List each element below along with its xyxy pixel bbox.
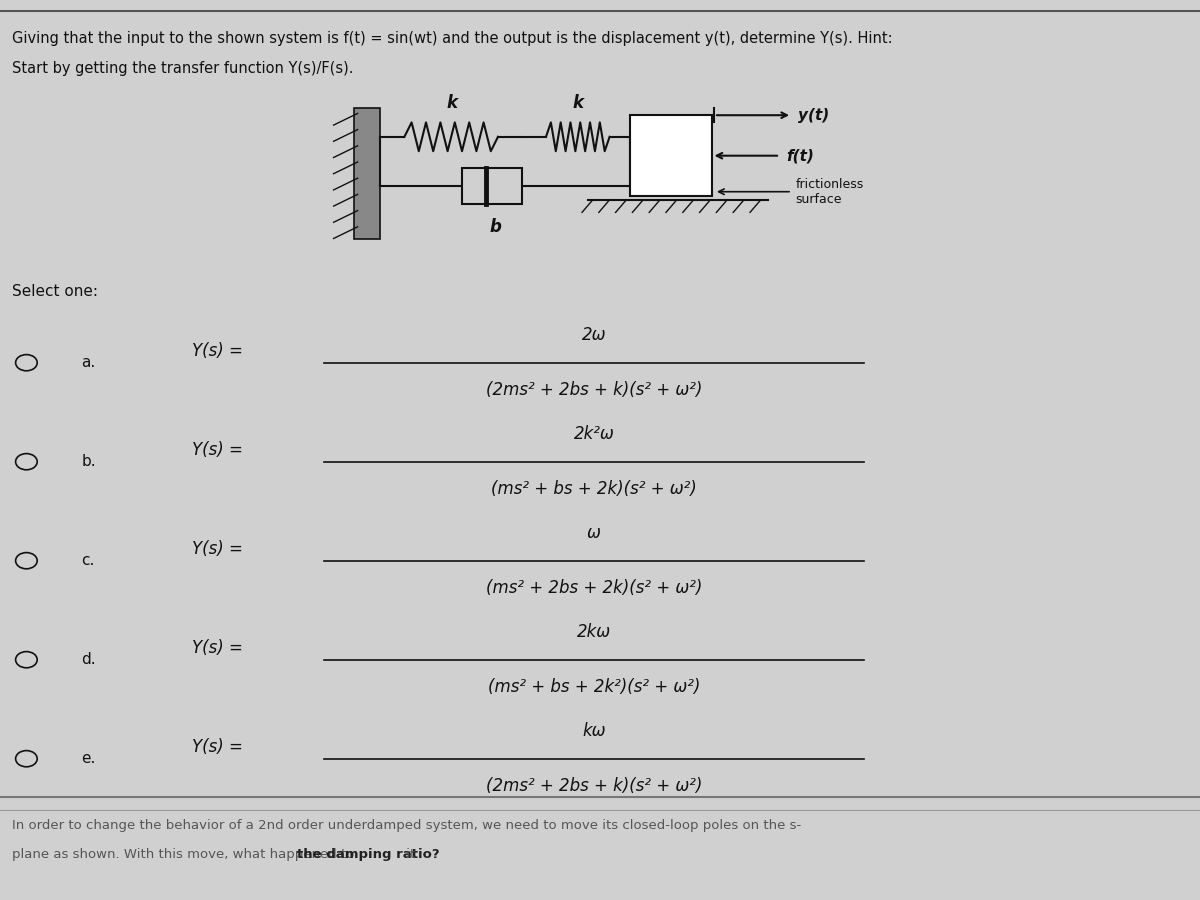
Text: ω: ω — [587, 524, 601, 542]
Text: In order to change the behavior of a 2nd order underdamped system, we need to mo: In order to change the behavior of a 2nd… — [12, 819, 802, 832]
Text: c.: c. — [82, 554, 95, 568]
Text: k: k — [446, 94, 458, 112]
Text: Start by getting the transfer function Y(s)/F(s).: Start by getting the transfer function Y… — [12, 61, 354, 76]
Text: kω: kω — [582, 722, 606, 740]
Text: 2kω: 2kω — [577, 623, 611, 641]
Text: (2ms² + 2bs + k)(s² + ω²): (2ms² + 2bs + k)(s² + ω²) — [486, 381, 702, 399]
Text: Y(s) =: Y(s) = — [192, 639, 242, 657]
Text: (ms² + bs + 2k²)(s² + ω²): (ms² + bs + 2k²)(s² + ω²) — [488, 678, 700, 696]
Text: Y(s) =: Y(s) = — [192, 738, 242, 756]
Text: it: it — [402, 848, 457, 860]
Text: m: m — [662, 147, 679, 165]
Text: Giving that the input to the shown system is f(t) = sin(wt) and the output is th: Giving that the input to the shown syste… — [12, 32, 893, 47]
Text: e.: e. — [82, 752, 96, 766]
Text: the damping ratio?: the damping ratio? — [298, 848, 440, 860]
Text: d.: d. — [82, 652, 96, 667]
Text: Y(s) =: Y(s) = — [192, 441, 242, 459]
Text: Y(s) =: Y(s) = — [192, 540, 242, 558]
Text: 2k²ω: 2k²ω — [574, 425, 614, 443]
Text: Y(s) =: Y(s) = — [192, 342, 242, 360]
Bar — [354, 108, 380, 239]
Text: (ms² + bs + 2k)(s² + ω²): (ms² + bs + 2k)(s² + ω²) — [491, 480, 697, 498]
Text: f(t): f(t) — [786, 148, 814, 163]
Text: 2ω: 2ω — [582, 326, 606, 344]
Text: b.: b. — [82, 454, 96, 469]
Text: a.: a. — [82, 356, 96, 370]
Text: plane as shown. With this move, what happened to: plane as shown. With this move, what hap… — [12, 848, 359, 860]
Text: b: b — [490, 218, 502, 236]
Bar — [630, 115, 712, 196]
Bar — [462, 168, 522, 204]
Text: frictionless: frictionless — [796, 178, 864, 191]
Text: k: k — [572, 94, 584, 112]
Text: y(t): y(t) — [798, 108, 829, 122]
Text: Select one:: Select one: — [12, 284, 98, 299]
Text: surface: surface — [796, 194, 842, 206]
Text: (2ms² + 2bs + k)(s² + ω²): (2ms² + 2bs + k)(s² + ω²) — [486, 777, 702, 795]
Text: (ms² + 2bs + 2k)(s² + ω²): (ms² + 2bs + 2k)(s² + ω²) — [486, 579, 702, 597]
